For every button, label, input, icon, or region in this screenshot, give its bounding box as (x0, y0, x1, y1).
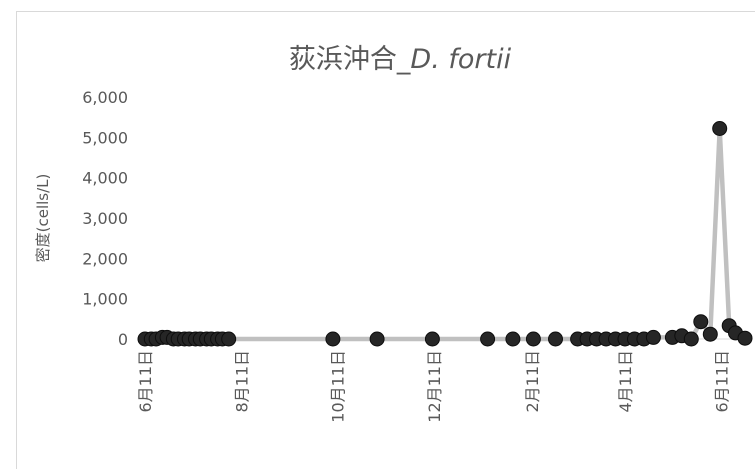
data-point (325, 331, 341, 347)
x-axis-ticks: 6月11日 8月11日 10月11日 12月11日 2月11日 4月11日 6月11日 (136, 350, 731, 423)
y-tick-label: 0 (118, 330, 128, 349)
data-point (683, 331, 699, 347)
data-point (480, 331, 496, 347)
y-tick-label: 2,000 (82, 249, 128, 268)
data-point (702, 326, 718, 342)
y-axis-ticks: 0 1,000 2,000 3,000 4,000 5,000 6,000 (82, 88, 128, 349)
y-tick-label: 3,000 (82, 209, 128, 228)
data-point (424, 331, 440, 347)
data-point (645, 329, 661, 345)
y-tick-label: 6,000 (82, 88, 128, 107)
data-point (693, 314, 709, 330)
x-tick-label: 4月11日 (616, 350, 635, 413)
y-axis-label: 密度(cells/L) (34, 174, 52, 263)
x-tick-label: 2月11日 (523, 350, 542, 413)
data-point (369, 331, 385, 347)
series-markers (137, 121, 753, 347)
chart-frame (16, 11, 755, 469)
chart-title: 荻浜沖合_D. fortii (289, 44, 512, 75)
y-tick-label: 1,000 (82, 290, 128, 309)
data-point (505, 331, 521, 347)
data-point (712, 121, 728, 136)
series-line-group (145, 126, 747, 342)
x-tick-label: 6月11日 (712, 350, 731, 413)
data-point (737, 330, 753, 346)
y-tick-label: 4,000 (82, 169, 128, 188)
data-point (221, 331, 237, 347)
data-point (525, 331, 541, 347)
x-tick-label: 6月11日 (136, 350, 155, 413)
series-line (145, 126, 747, 342)
data-point (548, 331, 563, 347)
x-tick-label: 8月11日 (232, 350, 251, 413)
x-tick-label: 12月11日 (425, 350, 444, 423)
x-tick-label: 10月11日 (329, 350, 348, 423)
y-tick-label: 5,000 (82, 128, 128, 147)
